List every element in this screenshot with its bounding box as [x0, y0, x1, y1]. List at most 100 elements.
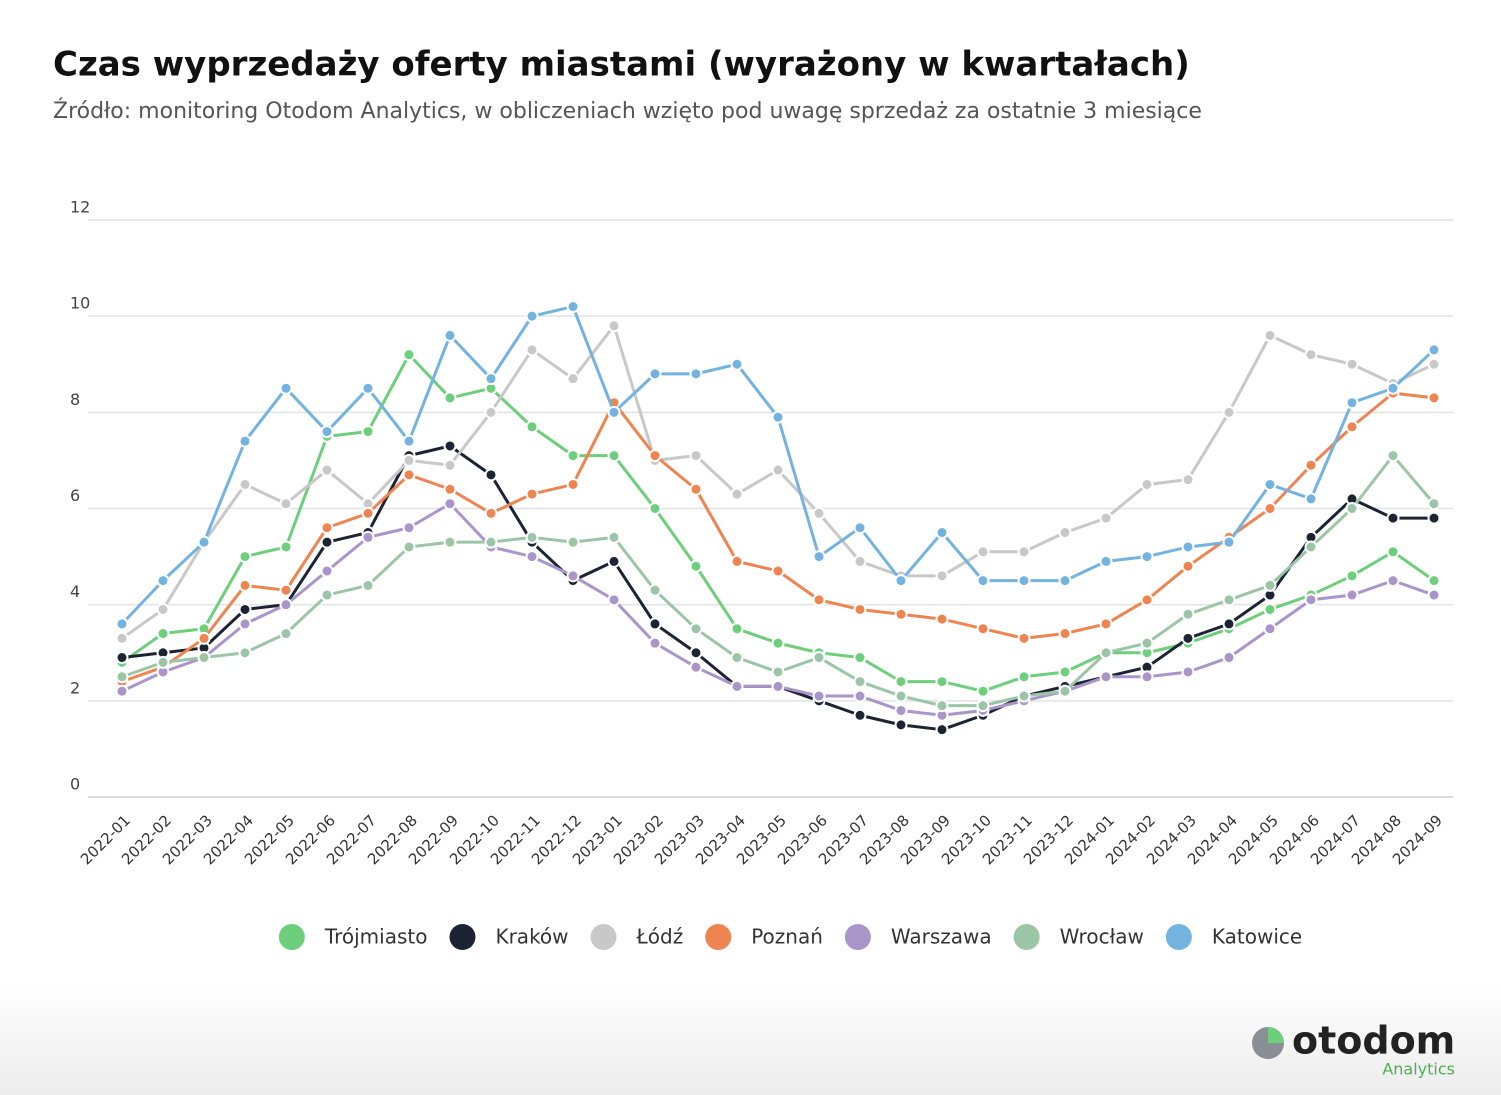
data-point — [566, 449, 580, 463]
data-point — [156, 627, 170, 641]
data-point — [607, 530, 621, 544]
data-point — [443, 497, 457, 511]
data-point — [1222, 405, 1236, 419]
data-point — [935, 723, 949, 737]
data-point — [156, 574, 170, 588]
data-point — [156, 602, 170, 616]
data-point — [238, 646, 252, 660]
data-point — [566, 300, 580, 314]
data-point — [976, 622, 990, 636]
data-point — [976, 574, 990, 588]
data-point — [525, 530, 539, 544]
data-point — [279, 583, 293, 597]
data-point — [689, 646, 703, 660]
data-point — [853, 521, 867, 535]
legend-marker — [590, 924, 617, 950]
data-point — [1304, 540, 1318, 554]
data-point — [279, 381, 293, 395]
y-tick-label: 10 — [70, 294, 90, 313]
data-point — [1427, 391, 1441, 405]
data-point — [115, 631, 129, 645]
data-point — [1140, 477, 1154, 491]
data-point — [320, 564, 334, 578]
data-point — [894, 689, 908, 703]
data-point — [1386, 545, 1400, 559]
data-point — [361, 506, 375, 520]
data-point — [771, 636, 785, 650]
data-point — [1304, 492, 1318, 506]
data-point — [1099, 646, 1113, 660]
legend-label: Katowice — [1212, 925, 1302, 949]
data-point — [525, 550, 539, 564]
data-point — [1017, 545, 1031, 559]
legend-marker — [278, 924, 305, 950]
data-point — [935, 526, 949, 540]
data-point — [402, 540, 416, 554]
y-tick-label: 8 — [70, 390, 80, 409]
data-point — [566, 535, 580, 549]
data-point — [812, 506, 826, 520]
data-point — [1427, 511, 1441, 525]
data-point — [771, 665, 785, 679]
data-point — [115, 670, 129, 684]
data-point — [1140, 636, 1154, 650]
data-point — [1099, 554, 1113, 568]
data-point — [402, 468, 416, 482]
data-point — [689, 449, 703, 463]
data-point — [115, 617, 129, 631]
data-point — [156, 655, 170, 669]
data-point — [689, 660, 703, 674]
data-point — [484, 372, 498, 386]
data-point — [607, 319, 621, 333]
data-point — [525, 309, 539, 323]
data-point — [1181, 665, 1195, 679]
data-point — [361, 425, 375, 439]
data-point — [279, 627, 293, 641]
data-point — [935, 675, 949, 689]
data-point — [1058, 665, 1072, 679]
data-point — [1017, 670, 1031, 684]
data-point — [689, 622, 703, 636]
data-point — [771, 564, 785, 578]
chart-subtitle: Źródło: monitoring Otodom Analytics, w o… — [53, 98, 1202, 124]
data-point — [935, 612, 949, 626]
data-point — [402, 453, 416, 467]
data-point — [1263, 578, 1277, 592]
data-point — [1345, 357, 1359, 371]
legend-label: Kraków — [495, 925, 568, 949]
series-line — [121, 324, 1435, 640]
data-point — [1058, 574, 1072, 588]
y-tick-label: 12 — [70, 198, 90, 217]
data-point — [1263, 328, 1277, 342]
data-point — [525, 343, 539, 357]
data-point — [1427, 343, 1441, 357]
data-point — [1386, 449, 1400, 463]
data-point — [443, 482, 457, 496]
data-point — [1345, 396, 1359, 410]
data-point — [279, 497, 293, 511]
data-point — [771, 679, 785, 693]
data-point — [361, 578, 375, 592]
data-point — [115, 651, 129, 665]
legend-label: Poznań — [751, 925, 823, 949]
data-point — [853, 602, 867, 616]
legend-marker — [1013, 924, 1040, 950]
data-point — [402, 434, 416, 448]
data-point — [935, 569, 949, 583]
data-point — [730, 679, 744, 693]
legend-marker — [844, 924, 871, 950]
data-point — [320, 521, 334, 535]
data-point — [197, 651, 211, 665]
legend-marker — [1165, 924, 1192, 950]
data-point — [976, 699, 990, 713]
data-point — [894, 703, 908, 717]
data-point — [1017, 631, 1031, 645]
data-point — [935, 699, 949, 713]
data-point — [1140, 670, 1154, 684]
data-point — [1304, 348, 1318, 362]
data-point — [1263, 477, 1277, 491]
data-point — [648, 502, 662, 515]
data-point — [1181, 607, 1195, 621]
data-point — [1140, 550, 1154, 564]
